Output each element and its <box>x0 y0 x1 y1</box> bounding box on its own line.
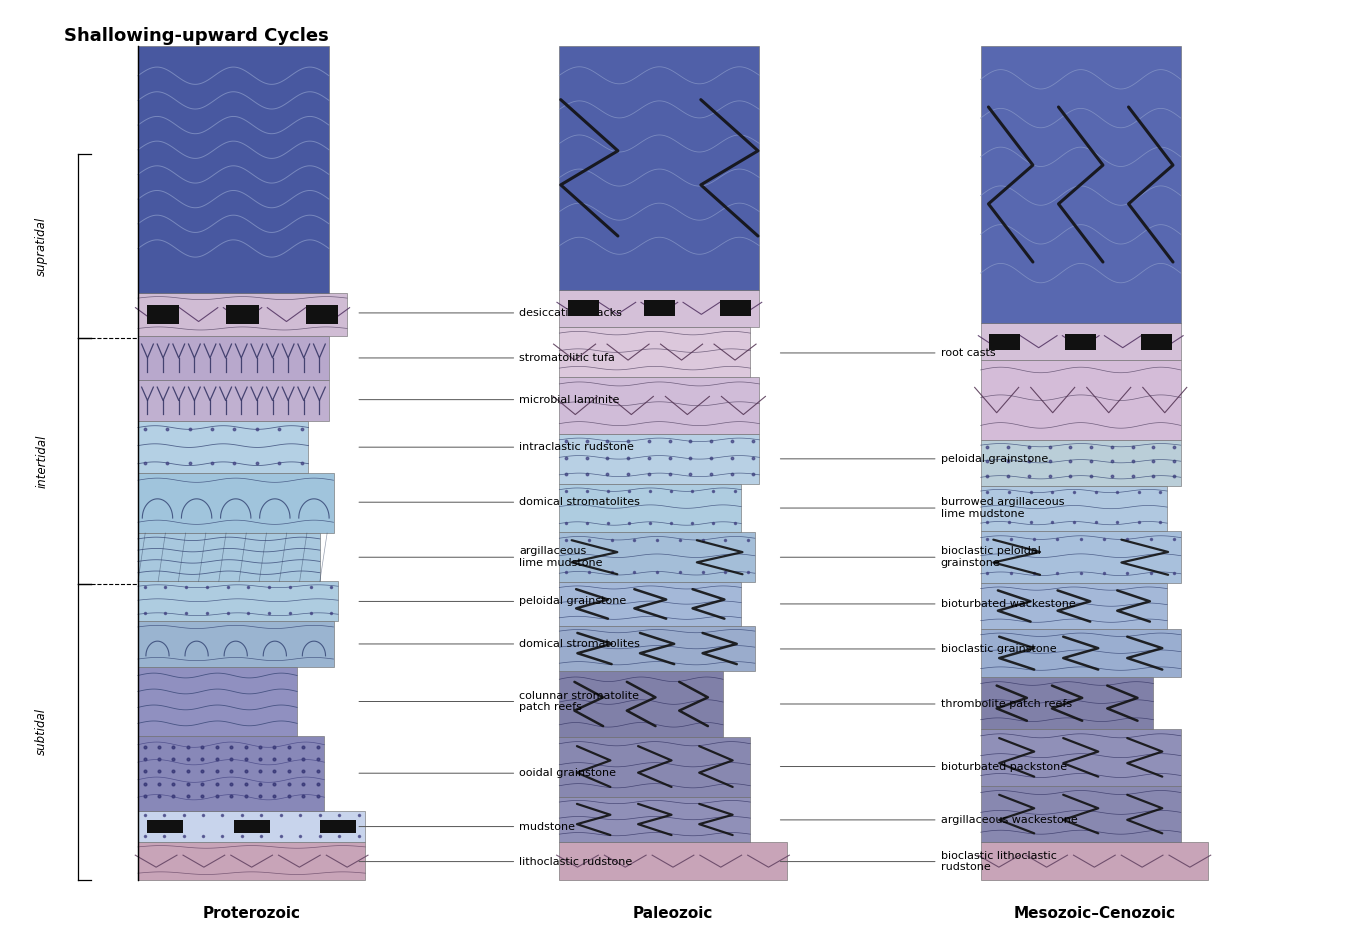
Text: Paleozoic: Paleozoic <box>633 906 713 921</box>
Polygon shape <box>137 736 324 810</box>
Bar <box>226 306 258 323</box>
Text: intertidal: intertidal <box>35 434 48 488</box>
Polygon shape <box>981 786 1180 842</box>
Polygon shape <box>981 729 1180 786</box>
Text: intraclastic rudstone: intraclastic rudstone <box>359 442 634 452</box>
Text: mudstone: mudstone <box>359 822 575 832</box>
Polygon shape <box>137 293 347 337</box>
Text: Mesozoic–Cenozoic: Mesozoic–Cenozoic <box>1014 906 1175 921</box>
Bar <box>234 820 269 833</box>
Polygon shape <box>560 532 755 582</box>
Text: bioturbated wackestone: bioturbated wackestone <box>781 599 1075 609</box>
Text: microbial laminite: microbial laminite <box>359 395 619 404</box>
Text: bioclastic lithoclastic
rudstone: bioclastic lithoclastic rudstone <box>781 851 1057 872</box>
Polygon shape <box>981 360 1180 440</box>
Polygon shape <box>560 737 750 796</box>
Polygon shape <box>137 667 297 736</box>
Polygon shape <box>137 380 328 421</box>
Text: supratidal: supratidal <box>35 216 48 275</box>
Text: domical stromatolites: domical stromatolites <box>359 497 641 508</box>
Text: thrombolite patch reefs: thrombolite patch reefs <box>781 699 1071 709</box>
Polygon shape <box>981 629 1180 678</box>
Polygon shape <box>560 46 759 290</box>
Text: bioturbated packstone: bioturbated packstone <box>781 761 1066 772</box>
Text: argillaceous
lime mudstone: argillaceous lime mudstone <box>359 546 603 568</box>
Polygon shape <box>981 583 1167 629</box>
Polygon shape <box>137 842 365 880</box>
Text: peloidal grainstone: peloidal grainstone <box>781 454 1047 463</box>
Text: root casts: root casts <box>781 348 995 358</box>
Text: bioclastic peloidal
grainstone: bioclastic peloidal grainstone <box>781 546 1040 568</box>
Text: lithoclastic rudstone: lithoclastic rudstone <box>359 856 633 867</box>
Polygon shape <box>981 46 1180 323</box>
Polygon shape <box>560 327 750 377</box>
Text: stromatolitic tufa: stromatolitic tufa <box>359 352 615 363</box>
Text: domical stromatolites: domical stromatolites <box>359 639 641 649</box>
Polygon shape <box>137 337 328 380</box>
Polygon shape <box>137 621 334 667</box>
Text: peloidal grainstone: peloidal grainstone <box>359 597 626 606</box>
Bar <box>989 334 1020 350</box>
Text: subtidal: subtidal <box>35 709 48 756</box>
Polygon shape <box>981 678 1154 729</box>
Bar <box>147 306 179 323</box>
Text: ooidal grainstone: ooidal grainstone <box>359 768 616 778</box>
Polygon shape <box>560 484 742 532</box>
Polygon shape <box>137 46 328 293</box>
Bar <box>720 301 751 316</box>
Polygon shape <box>981 323 1180 360</box>
Polygon shape <box>137 533 320 582</box>
Text: Shallowing-upward Cycles: Shallowing-upward Cycles <box>65 27 330 45</box>
Polygon shape <box>560 796 750 842</box>
Polygon shape <box>137 582 338 621</box>
Bar <box>1065 334 1097 350</box>
Polygon shape <box>560 842 786 880</box>
Polygon shape <box>137 473 334 533</box>
Polygon shape <box>560 290 759 327</box>
Text: bioclastic grainstone: bioclastic grainstone <box>781 644 1057 654</box>
Text: argillaceous wackestone: argillaceous wackestone <box>781 815 1077 825</box>
Polygon shape <box>981 486 1167 531</box>
Polygon shape <box>981 531 1180 583</box>
Polygon shape <box>137 421 308 473</box>
Bar <box>1141 334 1172 350</box>
Text: desiccation cracks: desiccation cracks <box>359 308 622 318</box>
Polygon shape <box>560 582 742 626</box>
Polygon shape <box>560 377 759 434</box>
Polygon shape <box>137 810 365 842</box>
Polygon shape <box>560 434 759 484</box>
Bar <box>306 306 338 323</box>
Text: burrowed argillaceous
lime mudstone: burrowed argillaceous lime mudstone <box>781 497 1065 519</box>
Text: colunnar stromatolite
patch reefs: colunnar stromatolite patch reefs <box>359 691 639 713</box>
Bar <box>643 301 676 316</box>
Bar <box>320 820 355 833</box>
Bar <box>147 820 183 833</box>
Polygon shape <box>560 626 755 671</box>
Polygon shape <box>981 440 1180 486</box>
Text: Proterozoic: Proterozoic <box>203 906 300 921</box>
Bar <box>568 301 599 316</box>
Polygon shape <box>560 671 723 737</box>
Polygon shape <box>981 842 1209 880</box>
